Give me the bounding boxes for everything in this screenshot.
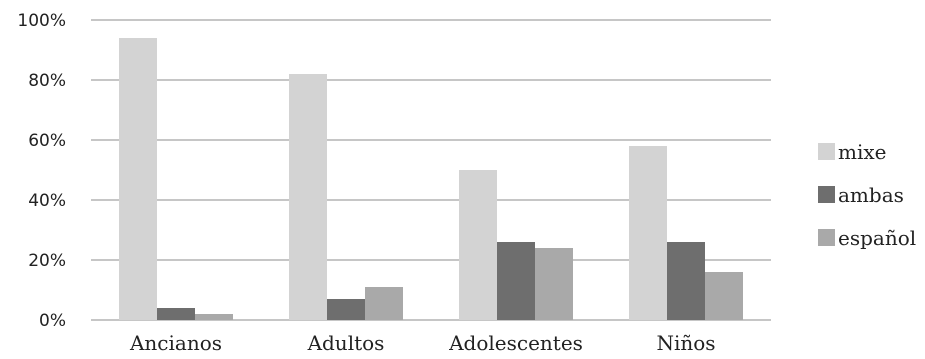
bar-ambas <box>157 308 195 320</box>
bar-español <box>365 287 403 320</box>
x-category-label: Adolescentes <box>448 331 583 355</box>
legend-swatch-mixe <box>818 143 835 160</box>
legend-label: español <box>838 226 916 250</box>
x-category-label: Niños <box>656 331 715 355</box>
bar-español <box>535 248 573 320</box>
bars <box>119 38 743 320</box>
y-tick-label: 80% <box>28 71 66 91</box>
x-axis-category-labels: Ancianos Adultos Adolescentes Niños <box>129 331 716 355</box>
x-category-label: Ancianos <box>129 331 222 355</box>
legend: mixe ambas español <box>818 140 916 250</box>
y-tick-label: 20% <box>28 251 66 271</box>
y-axis-tick-labels: 0% 20% 40% 60% 80% 100% <box>17 11 66 331</box>
y-tick-label: 40% <box>28 191 66 211</box>
bar-mixe <box>629 146 667 320</box>
bar-mixe <box>459 170 497 320</box>
bar-ambas <box>327 299 365 320</box>
bar-ambas <box>497 242 535 320</box>
bar-español <box>705 272 743 320</box>
bar-español <box>195 314 233 320</box>
legend-label: ambas <box>838 183 904 207</box>
legend-label: mixe <box>838 140 886 164</box>
legend-swatch-español <box>818 229 835 246</box>
y-tick-label: 100% <box>17 11 66 31</box>
legend-swatch-ambas <box>818 186 835 203</box>
bar-mixe <box>289 74 327 320</box>
y-tick-label: 60% <box>28 131 66 151</box>
x-category-label: Adultos <box>307 331 385 355</box>
bar-ambas <box>667 242 705 320</box>
bar-mixe <box>119 38 157 320</box>
y-tick-label: 0% <box>39 311 66 331</box>
